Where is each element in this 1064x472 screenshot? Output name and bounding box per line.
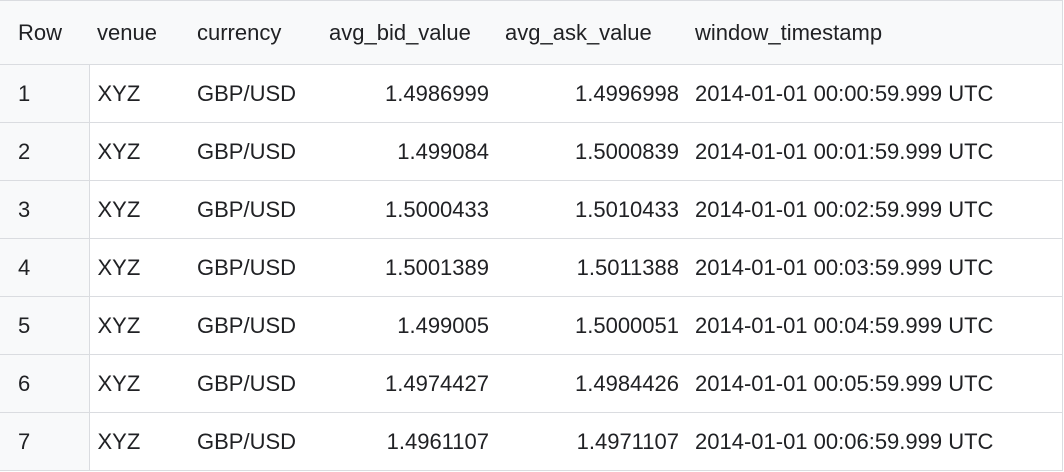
column-header-avg-ask-value[interactable]: avg_ask_value [497, 0, 687, 65]
venue-cell: XYZ [89, 296, 189, 355]
venue-cell: XYZ [89, 354, 189, 413]
column-header-row[interactable]: Row [0, 0, 89, 65]
table-row[interactable]: 1 XYZ GBP/USD 1.4986999 1.4996998 2014-0… [0, 64, 1063, 123]
table-row[interactable]: 5 XYZ GBP/USD 1.499005 1.5000051 2014-01… [0, 296, 1063, 355]
avg-bid-value-cell: 1.4974427 [321, 354, 497, 413]
row-number-cell: 6 [0, 354, 90, 413]
currency-cell: GBP/USD [189, 412, 321, 471]
window-timestamp-cell: 2014-01-01 00:04:59.999 UTC [687, 296, 1063, 355]
avg-bid-value-cell: 1.499005 [321, 296, 497, 355]
table-row[interactable]: 3 XYZ GBP/USD 1.5000433 1.5010433 2014-0… [0, 180, 1063, 239]
avg-bid-value-cell: 1.5000433 [321, 180, 497, 239]
currency-cell: GBP/USD [189, 122, 321, 181]
window-timestamp-cell: 2014-01-01 00:01:59.999 UTC [687, 122, 1063, 181]
window-timestamp-cell: 2014-01-01 00:00:59.999 UTC [687, 64, 1063, 123]
table-row[interactable]: 6 XYZ GBP/USD 1.4974427 1.4984426 2014-0… [0, 354, 1063, 413]
avg-bid-value-cell: 1.4961107 [321, 412, 497, 471]
avg-bid-value-cell: 1.499084 [321, 122, 497, 181]
currency-cell: GBP/USD [189, 180, 321, 239]
row-number-cell: 1 [0, 64, 90, 123]
currency-cell: GBP/USD [189, 354, 321, 413]
venue-cell: XYZ [89, 64, 189, 123]
currency-cell: GBP/USD [189, 296, 321, 355]
venue-cell: XYZ [89, 412, 189, 471]
row-number-cell: 3 [0, 180, 90, 239]
venue-cell: XYZ [89, 122, 189, 181]
row-number-cell: 5 [0, 296, 90, 355]
avg-bid-value-cell: 1.5001389 [321, 238, 497, 297]
avg-ask-value-cell: 1.5000839 [497, 122, 687, 181]
column-header-currency[interactable]: currency [189, 0, 321, 65]
window-timestamp-cell: 2014-01-01 00:02:59.999 UTC [687, 180, 1063, 239]
venue-cell: XYZ [89, 238, 189, 297]
avg-ask-value-cell: 1.5010433 [497, 180, 687, 239]
column-header-venue[interactable]: venue [89, 0, 189, 65]
avg-ask-value-cell: 1.4996998 [497, 64, 687, 123]
table-row[interactable]: 7 XYZ GBP/USD 1.4961107 1.4971107 2014-0… [0, 412, 1063, 471]
table-header-row: Row venue currency avg_bid_value avg_ask… [0, 0, 1063, 65]
avg-ask-value-cell: 1.4984426 [497, 354, 687, 413]
avg-ask-value-cell: 1.4971107 [497, 412, 687, 471]
venue-cell: XYZ [89, 180, 189, 239]
currency-cell: GBP/USD [189, 238, 321, 297]
table-row[interactable]: 4 XYZ GBP/USD 1.5001389 1.5011388 2014-0… [0, 238, 1063, 297]
row-number-cell: 7 [0, 412, 90, 471]
avg-bid-value-cell: 1.4986999 [321, 64, 497, 123]
avg-ask-value-cell: 1.5011388 [497, 238, 687, 297]
row-number-cell: 2 [0, 122, 90, 181]
window-timestamp-cell: 2014-01-01 00:03:59.999 UTC [687, 238, 1063, 297]
window-timestamp-cell: 2014-01-01 00:06:59.999 UTC [687, 412, 1063, 471]
column-header-window-timestamp[interactable]: window_timestamp [687, 0, 1063, 65]
row-number-cell: 4 [0, 238, 90, 297]
table-row[interactable]: 2 XYZ GBP/USD 1.499084 1.5000839 2014-01… [0, 122, 1063, 181]
column-header-avg-bid-value[interactable]: avg_bid_value [321, 0, 497, 65]
avg-ask-value-cell: 1.5000051 [497, 296, 687, 355]
window-timestamp-cell: 2014-01-01 00:05:59.999 UTC [687, 354, 1063, 413]
currency-cell: GBP/USD [189, 64, 321, 123]
